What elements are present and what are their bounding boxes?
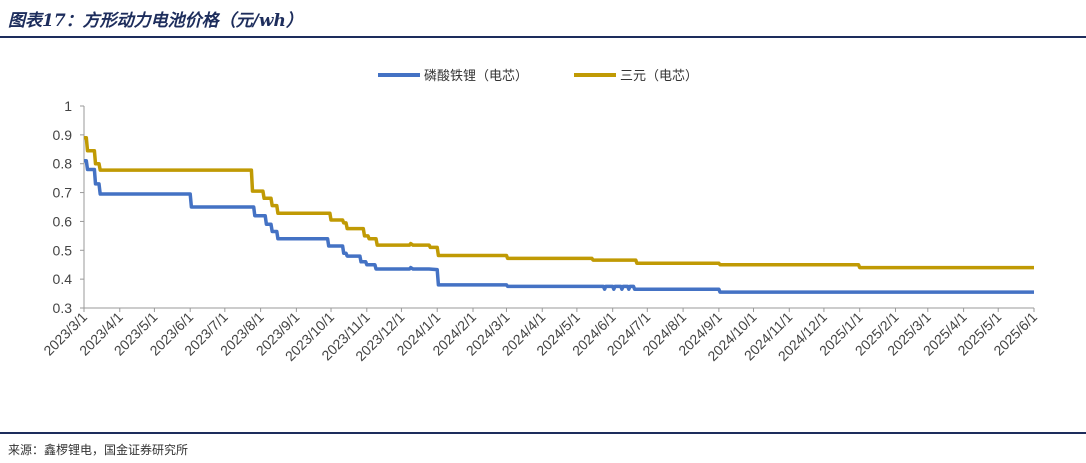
series-line-2	[84, 135, 1034, 270]
line-chart: 磷酸铁锂（电芯） 三元（电芯） 0.30.40.50.60.70.80.91202…	[40, 69, 1040, 364]
series-line-1	[84, 159, 1034, 294]
legend-label-1: 磷酸铁锂（电芯）	[424, 69, 528, 84]
y-tick-label: 0.4	[53, 271, 73, 287]
y-tick-label: 0.8	[53, 156, 73, 172]
top-rule	[0, 36, 1086, 38]
chart-legend: 磷酸铁锂（电芯） 三元（电芯）	[378, 69, 698, 84]
y-tick-label: 0.6	[53, 213, 73, 229]
chart-series	[84, 135, 1034, 294]
y-tick-label: 0.9	[53, 127, 73, 143]
source-note: 来源：鑫椤锂电，国金证券研究所	[8, 443, 189, 457]
y-tick-label: 0.3	[53, 300, 73, 316]
bottom-rule	[0, 432, 1086, 434]
y-tick-label: 0.7	[53, 185, 73, 201]
chart-title: 图表17：方形动力电池价格（元/wh）	[8, 11, 303, 31]
legend-label-2: 三元（电芯）	[620, 69, 698, 84]
chart-axes: 0.30.40.50.60.70.80.912023/3/12023/4/120…	[40, 98, 1040, 364]
y-tick-label: 0.5	[53, 242, 73, 258]
y-tick-label: 1	[64, 98, 72, 114]
